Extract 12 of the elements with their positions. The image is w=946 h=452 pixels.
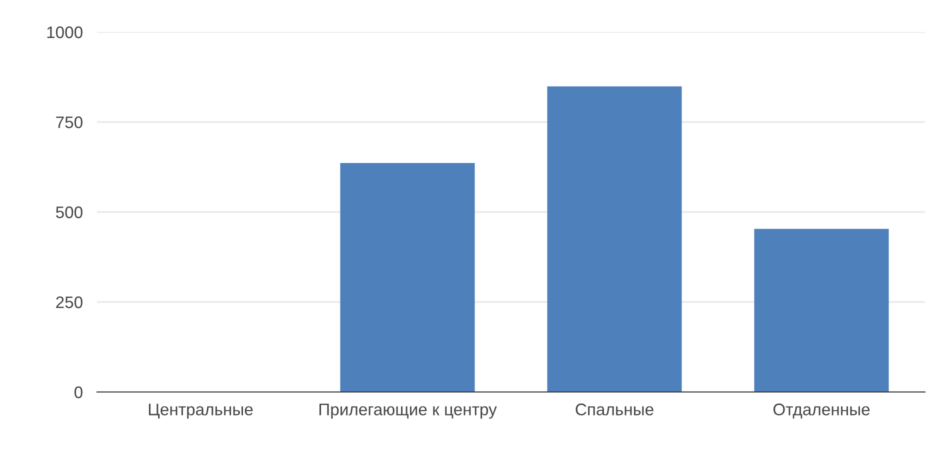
bar bbox=[547, 86, 682, 392]
y-tick-label: 0 bbox=[74, 386, 82, 398]
x-tick-label: Спальные bbox=[576, 404, 654, 416]
x-tick-label: Центральные bbox=[148, 404, 253, 419]
x-tick-label: Отдаленные bbox=[773, 404, 870, 419]
y-tick-label: 750 bbox=[56, 116, 82, 128]
bar bbox=[340, 163, 475, 392]
y-tick-label: 250 bbox=[56, 296, 82, 308]
x-tick-label: Прилегающие к центру bbox=[319, 404, 497, 419]
y-tick-label: 500 bbox=[56, 206, 82, 218]
bar bbox=[754, 228, 889, 392]
y-tick-label: 1000 bbox=[47, 26, 82, 38]
